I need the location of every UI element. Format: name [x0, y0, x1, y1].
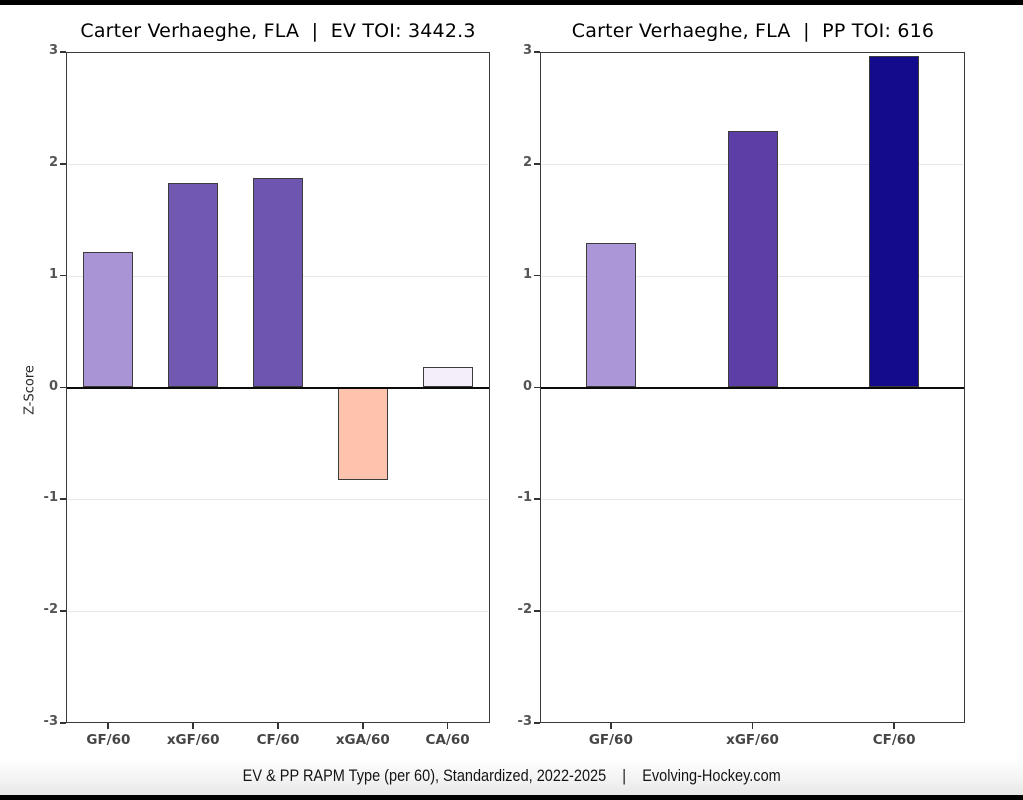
y-tick-mark: [60, 386, 66, 389]
y-tick-mark: [534, 498, 540, 501]
bar-xgf-60: [727, 131, 778, 388]
bar-gf-60: [585, 243, 636, 388]
x-tick-label-xga-60: xGA/60: [335, 732, 390, 748]
y-tick-mark: [534, 51, 540, 53]
x-tick-mark: [893, 723, 895, 729]
y-tick-label: -1: [43, 490, 58, 506]
y-tick-mark: [60, 610, 66, 612]
x-tick-mark: [609, 723, 612, 729]
y-tick-label: -3: [43, 714, 58, 729]
y-tick-label: -2: [43, 602, 58, 618]
y-tick-mark: [60, 162, 66, 165]
y-tick-label: -1: [517, 490, 532, 506]
y-tick-mark: [60, 498, 66, 501]
bar-cf-60: [869, 56, 920, 388]
y-tick-label: -2: [517, 602, 532, 618]
y-tick-mark: [60, 51, 66, 53]
zero-baseline: [67, 386, 489, 389]
y-tick-mark: [534, 722, 540, 724]
gridline: [542, 611, 963, 613]
x-tick-label-xgf-60: xGF/60: [726, 732, 779, 748]
top-border-bar: [0, 0, 1023, 5]
x-tick-mark: [361, 723, 364, 729]
x-tick-label-cf-60: CF/60: [256, 732, 300, 748]
bar-ca-60: [422, 367, 473, 388]
pp-chart-title: Carter Verhaeghe, FLA | PP TOI: 616: [571, 20, 935, 42]
bar-cf-60: [253, 178, 303, 388]
gridline: [68, 611, 488, 613]
y-tick-label: 3: [522, 43, 532, 58]
caption-strip: EV & PP RAPM Type (per 60), Standardized…: [0, 758, 1023, 795]
x-tick-label-ca-60: CA/60: [425, 732, 470, 748]
y-tick-label: 1: [48, 266, 58, 282]
zero-baseline: [541, 386, 964, 389]
gridline: [542, 499, 963, 501]
figure-caption: EV & PP RAPM Type (per 60), Standardized…: [242, 767, 781, 785]
y-tick-mark: [534, 162, 540, 165]
bar-gf-60: [83, 252, 134, 388]
x-tick-label-cf-60: CF/60: [872, 732, 916, 748]
y-tick-label: 0: [48, 378, 58, 394]
x-tick-mark: [277, 723, 279, 729]
y-tick-label: 2: [48, 154, 58, 170]
gridline: [68, 499, 488, 501]
y-tick-label: 2: [522, 154, 532, 170]
y-tick-mark: [60, 274, 66, 277]
x-tick-mark: [751, 723, 754, 729]
x-tick-label-xgf-60: xGF/60: [166, 732, 220, 748]
x-tick-label-gf-60: GF/60: [588, 732, 633, 748]
x-tick-mark: [446, 723, 449, 729]
x-tick-mark: [192, 723, 194, 729]
bottom-border-bar: [0, 795, 1023, 800]
y-tick-label: 0: [522, 378, 532, 394]
y-tick-mark: [534, 610, 540, 612]
y-tick-label: 3: [48, 43, 58, 58]
x-tick-label-gf-60: GF/60: [86, 732, 131, 748]
y-tick-label: -3: [517, 714, 532, 729]
gridline: [68, 163, 488, 165]
y-tick-mark: [60, 722, 66, 724]
y-tick-mark: [534, 386, 540, 389]
bar-xgf-60: [168, 182, 219, 388]
ev-chart-title: Carter Verhaeghe, FLA | EV TOI: 3442.3: [80, 20, 476, 42]
y-tick-mark: [534, 274, 540, 277]
bar-xga-60: [337, 387, 388, 481]
x-tick-mark: [107, 723, 110, 729]
y-tick-label: 1: [522, 266, 532, 282]
